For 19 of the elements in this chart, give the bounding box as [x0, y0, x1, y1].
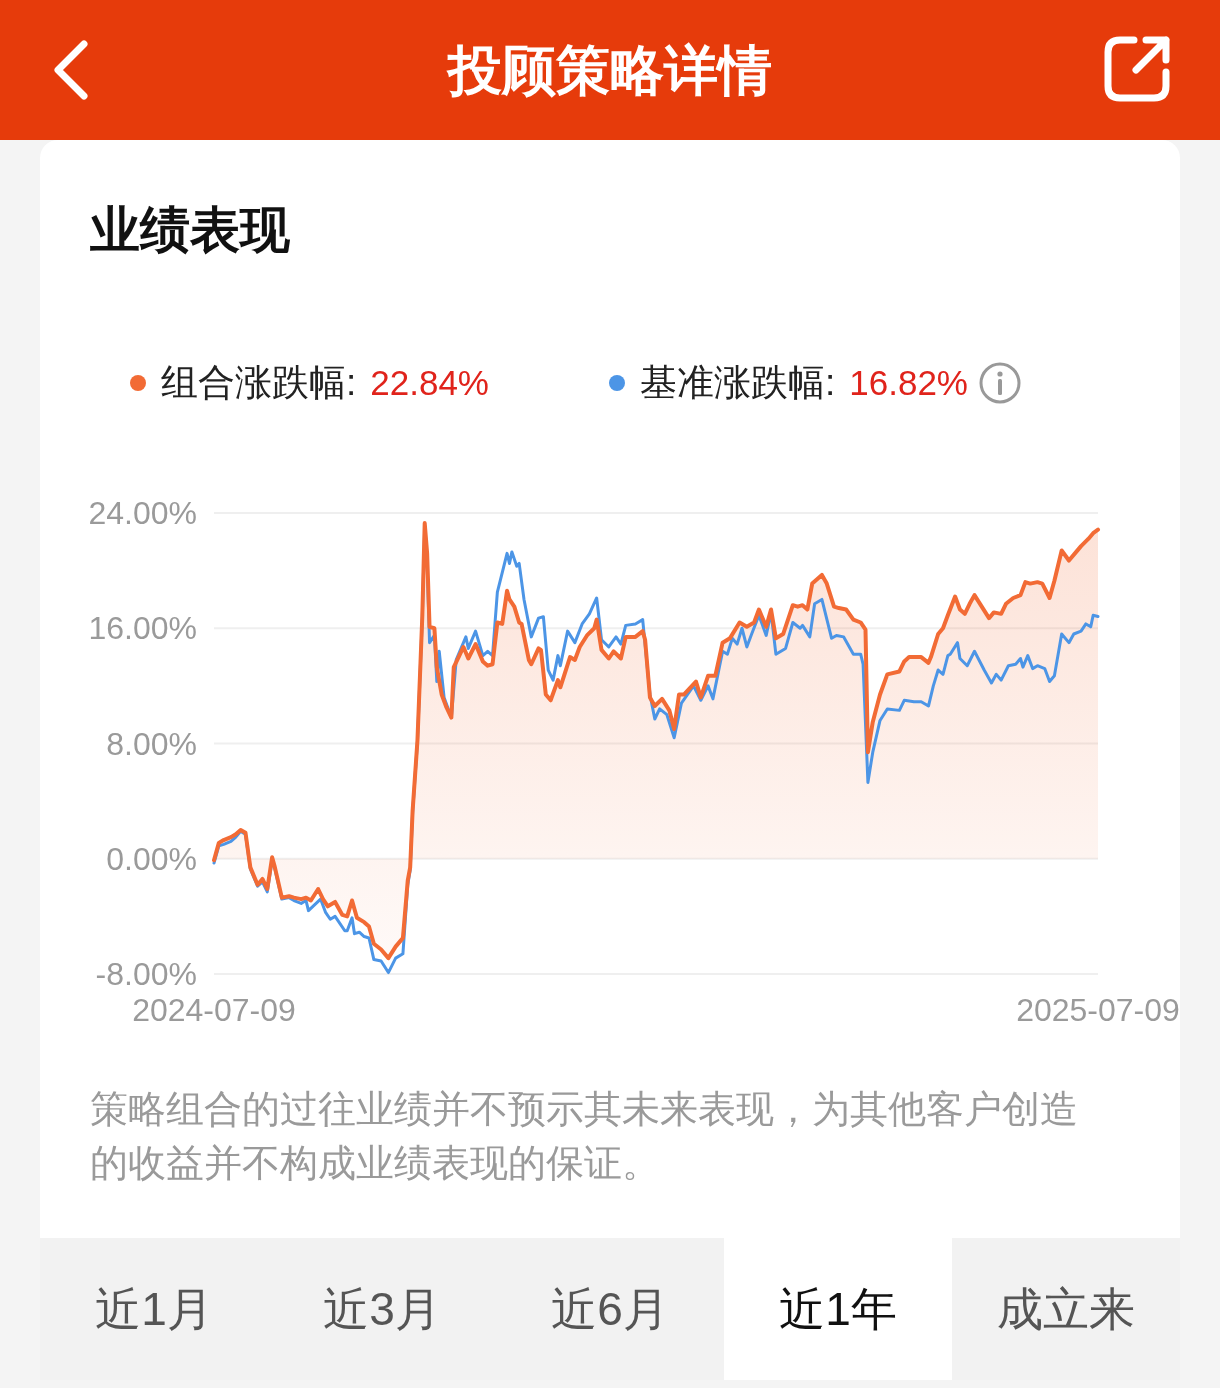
text: 近1年	[779, 1282, 897, 1337]
text: 投顾策略详情	[448, 39, 772, 102]
y-tick-label: 16.00%	[88, 610, 197, 647]
legend-label: 组合涨跌幅:	[161, 361, 357, 405]
y-tick-label: 0.00%	[106, 840, 197, 877]
text: 成立来	[997, 1282, 1135, 1337]
x-tick-label: 2025-07-09	[1016, 992, 1180, 1028]
text: 16.82%	[849, 362, 968, 404]
legend-label: 基准涨跌幅:	[640, 361, 836, 405]
y-tick-label: 24.00%	[88, 495, 197, 531]
text: 近1月	[95, 1282, 213, 1337]
y-tick-label: 8.00%	[106, 725, 197, 762]
y-tick-label: -8.00%	[95, 956, 197, 992]
chart-title: 业绩表现	[90, 201, 290, 260]
text: 近3月	[323, 1282, 441, 1337]
text: 22.84%	[370, 362, 489, 404]
text: 策略组合的过往业绩并不预示其未来表现，为其他客户创造的收益并不构成业绩表现的保证。	[90, 1087, 1079, 1186]
x-tick-label: 2024-07-09	[132, 992, 296, 1028]
text: 近6月	[551, 1282, 669, 1337]
